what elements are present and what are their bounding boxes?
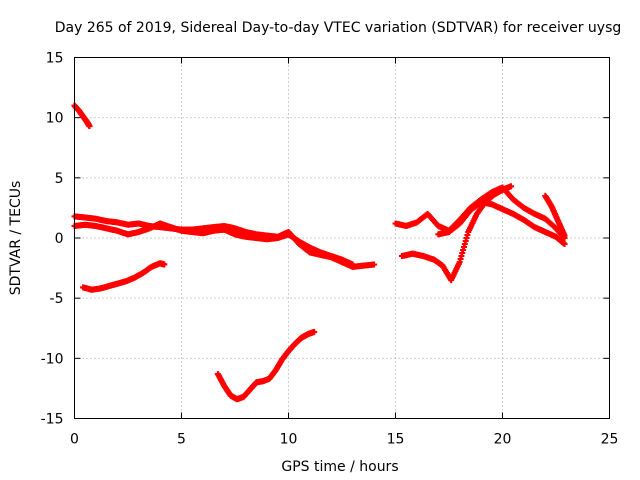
x-tick-label: 10 [280,432,298,448]
series-arc-1 [71,102,93,130]
y-tick-label: 5 [55,171,64,187]
data-point [161,261,168,268]
data-point [561,241,568,248]
x-tick-label: 5 [177,432,186,448]
y-tick-label: 10 [46,111,64,127]
data-point [311,328,318,335]
x-axis-label: GPS time / hours [281,459,398,475]
x-tick-label: 15 [387,432,405,448]
series-arc-8 [398,183,515,284]
axis-ticks: 0 5 10 15 20 25 -15 -10 -5 0 5 10 15 [41,51,619,448]
data-point [86,123,93,130]
y-tick-label: 15 [46,51,64,67]
data-point [371,261,378,268]
y-tick-label: -15 [41,412,64,428]
data-point [561,232,568,239]
series-arc-5 [214,328,318,403]
series-arc-4 [80,260,168,293]
grid [74,57,610,419]
plot-frame [74,57,610,419]
series-arc-2 [71,213,378,270]
x-tick-label: 20 [494,432,512,448]
x-tick-label: 0 [70,432,79,448]
data-point [349,261,356,268]
y-tick-label: -5 [50,291,64,307]
chart-title: Day 265 of 2019, Sidereal Day-to-day VTE… [55,20,622,36]
series-arc-3 [71,220,356,268]
y-axis-label: SDTVAR / TECUs [8,181,24,296]
data-points [71,102,568,403]
y-tick-label: -10 [41,351,64,367]
series-arc-9 [542,192,568,239]
data-point [508,183,515,190]
y-tick-label: 0 [55,231,64,247]
x-tick-label: 25 [601,432,619,448]
